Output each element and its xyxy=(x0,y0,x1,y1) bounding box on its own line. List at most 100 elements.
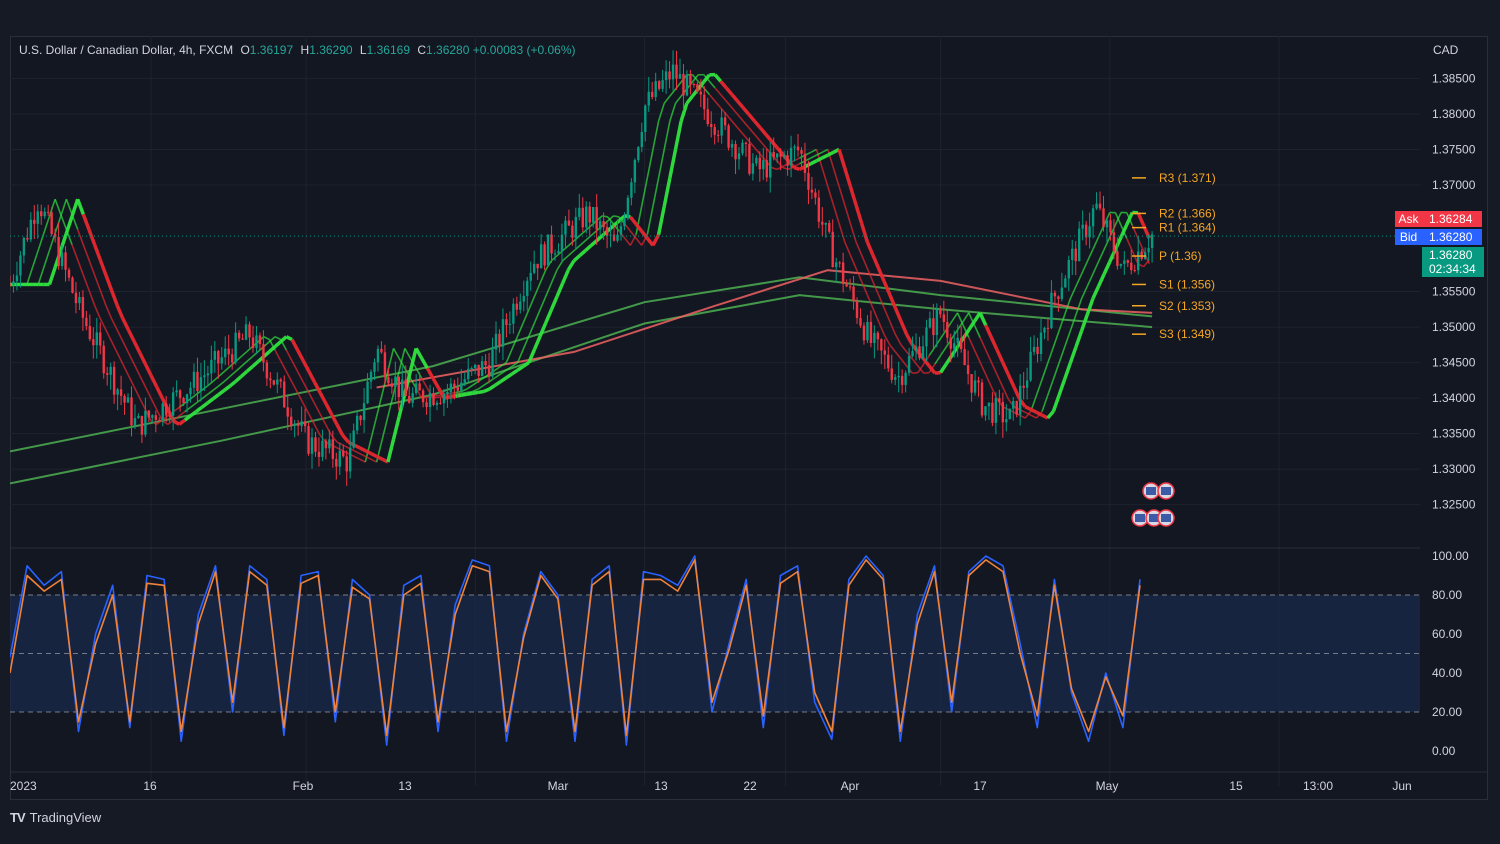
ema-ribbon-segment xyxy=(1069,314,1077,332)
candle-body xyxy=(92,339,95,346)
ema-ribbon-segment xyxy=(466,390,473,394)
ema-ribbon-segment xyxy=(364,455,372,460)
ema-ribbon-segment xyxy=(359,458,366,463)
candle-body xyxy=(501,319,505,347)
candle-body xyxy=(1123,260,1126,264)
ema-ribbon-segment xyxy=(652,177,660,207)
ema-ribbon-segment xyxy=(375,454,384,461)
candle-body xyxy=(342,450,345,457)
ema-ribbon-segment xyxy=(296,349,305,362)
ema-ribbon-segment xyxy=(60,198,68,217)
ema-ribbon-segment xyxy=(827,186,835,206)
candle-body xyxy=(810,189,814,193)
candle-body xyxy=(373,362,376,372)
candle-body xyxy=(112,366,116,395)
ema-ribbon-segment xyxy=(166,408,176,422)
ema-ribbon-segment xyxy=(1058,346,1066,364)
ema-ribbon-segment xyxy=(724,86,734,96)
ema-ribbon-segment xyxy=(414,347,424,360)
candle-body xyxy=(980,382,984,416)
candle-body xyxy=(1081,224,1084,229)
price-tick-label: 1.32500 xyxy=(1432,498,1476,512)
ema-ribbon-segment xyxy=(522,309,530,324)
ema-ribbon-segment xyxy=(121,317,131,331)
ema-ribbon-segment xyxy=(1024,410,1032,419)
ema-ribbon-segment xyxy=(65,198,73,215)
candle-body xyxy=(998,398,1001,402)
flag-canton xyxy=(1146,487,1156,495)
chart-canvas[interactable]: R3 (1.371) R2 (1.366)R1 (1.364) P (1.36) S1… xyxy=(10,36,1488,800)
ema-ribbon-segment xyxy=(144,386,152,399)
symbol-title[interactable]: U.S. Dollar / Canadian Dollar, 4h, FXCM xyxy=(19,43,234,57)
candle-body xyxy=(1060,287,1064,300)
ema-ribbon-segment xyxy=(387,393,395,417)
ema-ribbon-segment xyxy=(1024,405,1032,412)
ema-ribbon-segment xyxy=(1012,386,1022,400)
candle-body xyxy=(213,351,217,360)
ema-ribbon-segment xyxy=(110,318,118,331)
ema-ribbon-segment xyxy=(522,335,530,350)
ema-ribbon-segment xyxy=(922,357,931,368)
event-markers[interactable] xyxy=(1131,482,1175,527)
candle-body xyxy=(182,397,185,404)
ema-ribbon-segment xyxy=(984,349,993,363)
change-value: +0.00083 (+0.06%) xyxy=(472,43,576,57)
candle-body xyxy=(1078,228,1081,262)
candles xyxy=(10,50,1420,486)
candle-body xyxy=(366,381,369,404)
ema-ribbon-segment xyxy=(961,328,971,340)
ema-ribbon-segment xyxy=(736,127,744,135)
candle-body xyxy=(1084,224,1088,238)
ema-ribbon-segment xyxy=(218,380,225,387)
candle-body xyxy=(821,221,824,225)
ema-ribbon-segment xyxy=(155,385,164,399)
candle-body xyxy=(265,362,269,379)
candle-body xyxy=(286,407,289,417)
candle-body xyxy=(550,234,553,254)
ema-ribbon-segment xyxy=(263,341,270,348)
ema-ribbon-segment xyxy=(843,241,852,256)
candle-body xyxy=(637,147,640,160)
price-axis[interactable]: 1.38500 1.38000 1.37500 1.37000 1.35500 1.350… xyxy=(1432,71,1476,758)
ema-ribbon-segment xyxy=(1125,237,1134,252)
candle-body xyxy=(185,394,189,404)
ema-ribbon-segment xyxy=(804,151,812,156)
ema-ribbon-segment xyxy=(172,419,181,426)
candle-body xyxy=(60,252,64,266)
ema-ribbon-segment xyxy=(1041,395,1049,412)
time-axis[interactable]: 2023 16 Feb 13 Mar 13 22 Apr 17 May 15 13:00 Jun xyxy=(10,771,1488,793)
pivot-label: S3 (1.349) xyxy=(1159,327,1215,341)
ema-ribbon-segment xyxy=(1108,248,1118,263)
ema-ribbon-segment xyxy=(189,402,197,408)
ema-ribbon-segment xyxy=(516,322,524,337)
ema-ribbon-segment xyxy=(748,127,756,135)
candle-body xyxy=(769,152,772,178)
ema-ribbon-segment xyxy=(268,345,277,353)
ema-ribbon-segment xyxy=(646,206,654,235)
ema-ribbon-segment xyxy=(821,148,829,154)
ema-ribbon-segment xyxy=(488,383,497,391)
brand[interactable]: TV TradingView xyxy=(10,810,101,825)
candle-body xyxy=(1018,385,1022,415)
ema-ribbon-segment xyxy=(764,133,773,143)
candle-body xyxy=(543,244,546,266)
candle-body xyxy=(515,303,519,310)
candle-body xyxy=(532,263,536,273)
ema-ribbon-segment xyxy=(335,423,345,437)
candle-body xyxy=(675,64,678,79)
candle-body xyxy=(925,327,928,347)
candle-body xyxy=(494,333,498,350)
ema-ribbon-segment xyxy=(877,321,885,335)
ema-ribbon-segment xyxy=(329,413,339,426)
flag-canton xyxy=(1161,514,1171,522)
candle-body xyxy=(10,284,12,286)
candle-body xyxy=(734,143,737,160)
symbol-legend: U.S. Dollar / Canadian Dollar, 4h, FXCM … xyxy=(19,43,576,57)
ema-ribbon-segment xyxy=(1041,362,1049,380)
ema-ribbon-segment xyxy=(155,409,163,422)
candle-body xyxy=(460,382,463,391)
pivot-label: R3 (1.371) xyxy=(1159,171,1216,185)
candle-body xyxy=(595,207,598,230)
candle-body xyxy=(1105,220,1109,228)
candle-body xyxy=(137,415,140,419)
